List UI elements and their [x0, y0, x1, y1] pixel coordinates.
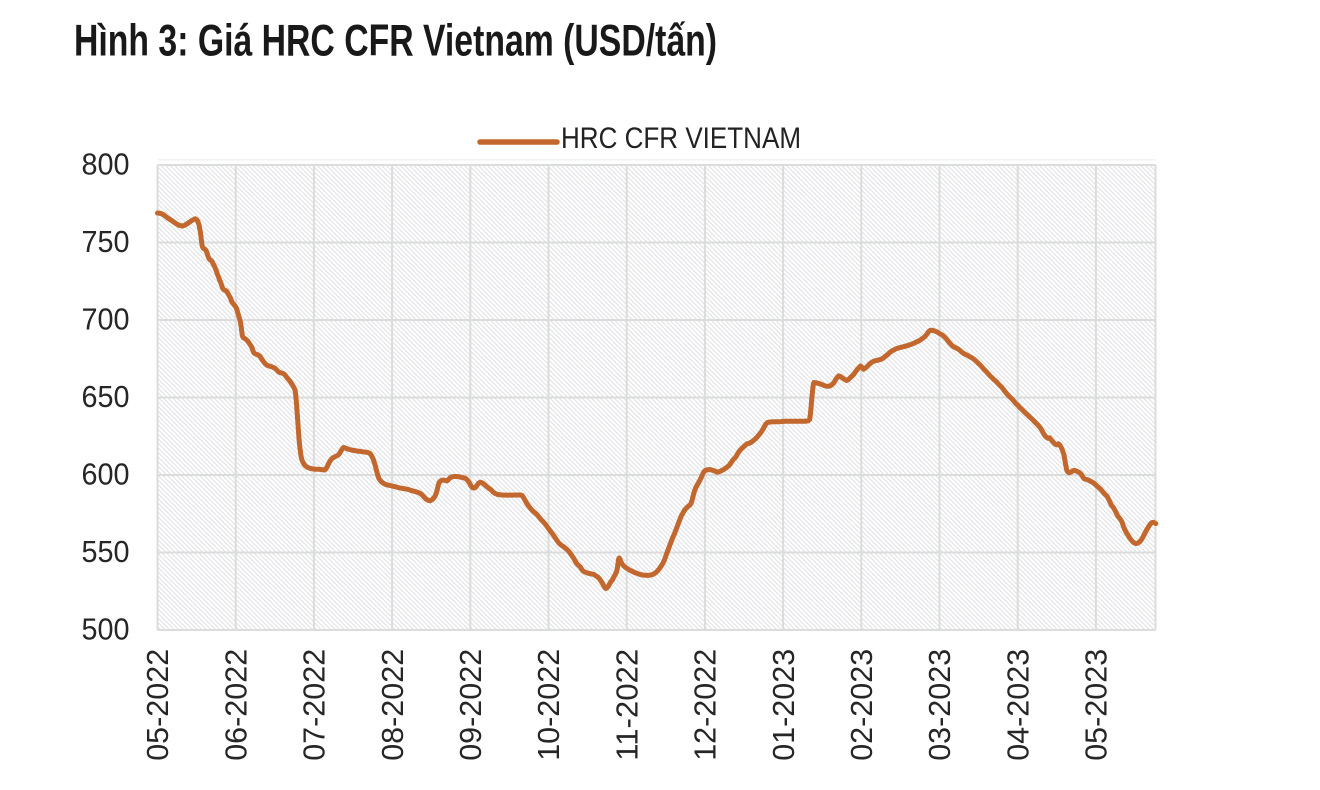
svg-text:11-2022: 11-2022: [610, 649, 644, 761]
svg-text:750: 750: [82, 225, 130, 259]
svg-text:800: 800: [82, 148, 130, 182]
svg-text:Hình 3: Giá HRC CFR Vietnam (U: Hình 3: Giá HRC CFR Vietnam (USD/tấn): [74, 17, 717, 66]
svg-text:02-2023: 02-2023: [845, 649, 879, 761]
svg-text:07-2022: 07-2022: [298, 649, 332, 761]
svg-text:600: 600: [82, 458, 130, 492]
svg-text:500: 500: [82, 613, 130, 647]
svg-text:06-2022: 06-2022: [219, 649, 253, 761]
svg-text:03-2023: 03-2023: [923, 649, 957, 761]
svg-text:700: 700: [82, 303, 130, 337]
svg-text:650: 650: [82, 380, 130, 414]
svg-text:01-2023: 01-2023: [767, 649, 801, 761]
svg-text:04-2023: 04-2023: [1001, 649, 1035, 761]
svg-text:05-2022: 05-2022: [141, 649, 175, 761]
svg-text:12-2022: 12-2022: [689, 649, 723, 761]
svg-text:550: 550: [82, 535, 130, 569]
svg-text:08-2022: 08-2022: [376, 649, 410, 761]
svg-text:10-2022: 10-2022: [532, 649, 566, 761]
svg-text:05-2023: 05-2023: [1080, 649, 1114, 761]
svg-text:HRC CFR VIETNAM: HRC CFR VIETNAM: [561, 122, 801, 155]
svg-text:09-2022: 09-2022: [454, 649, 488, 761]
